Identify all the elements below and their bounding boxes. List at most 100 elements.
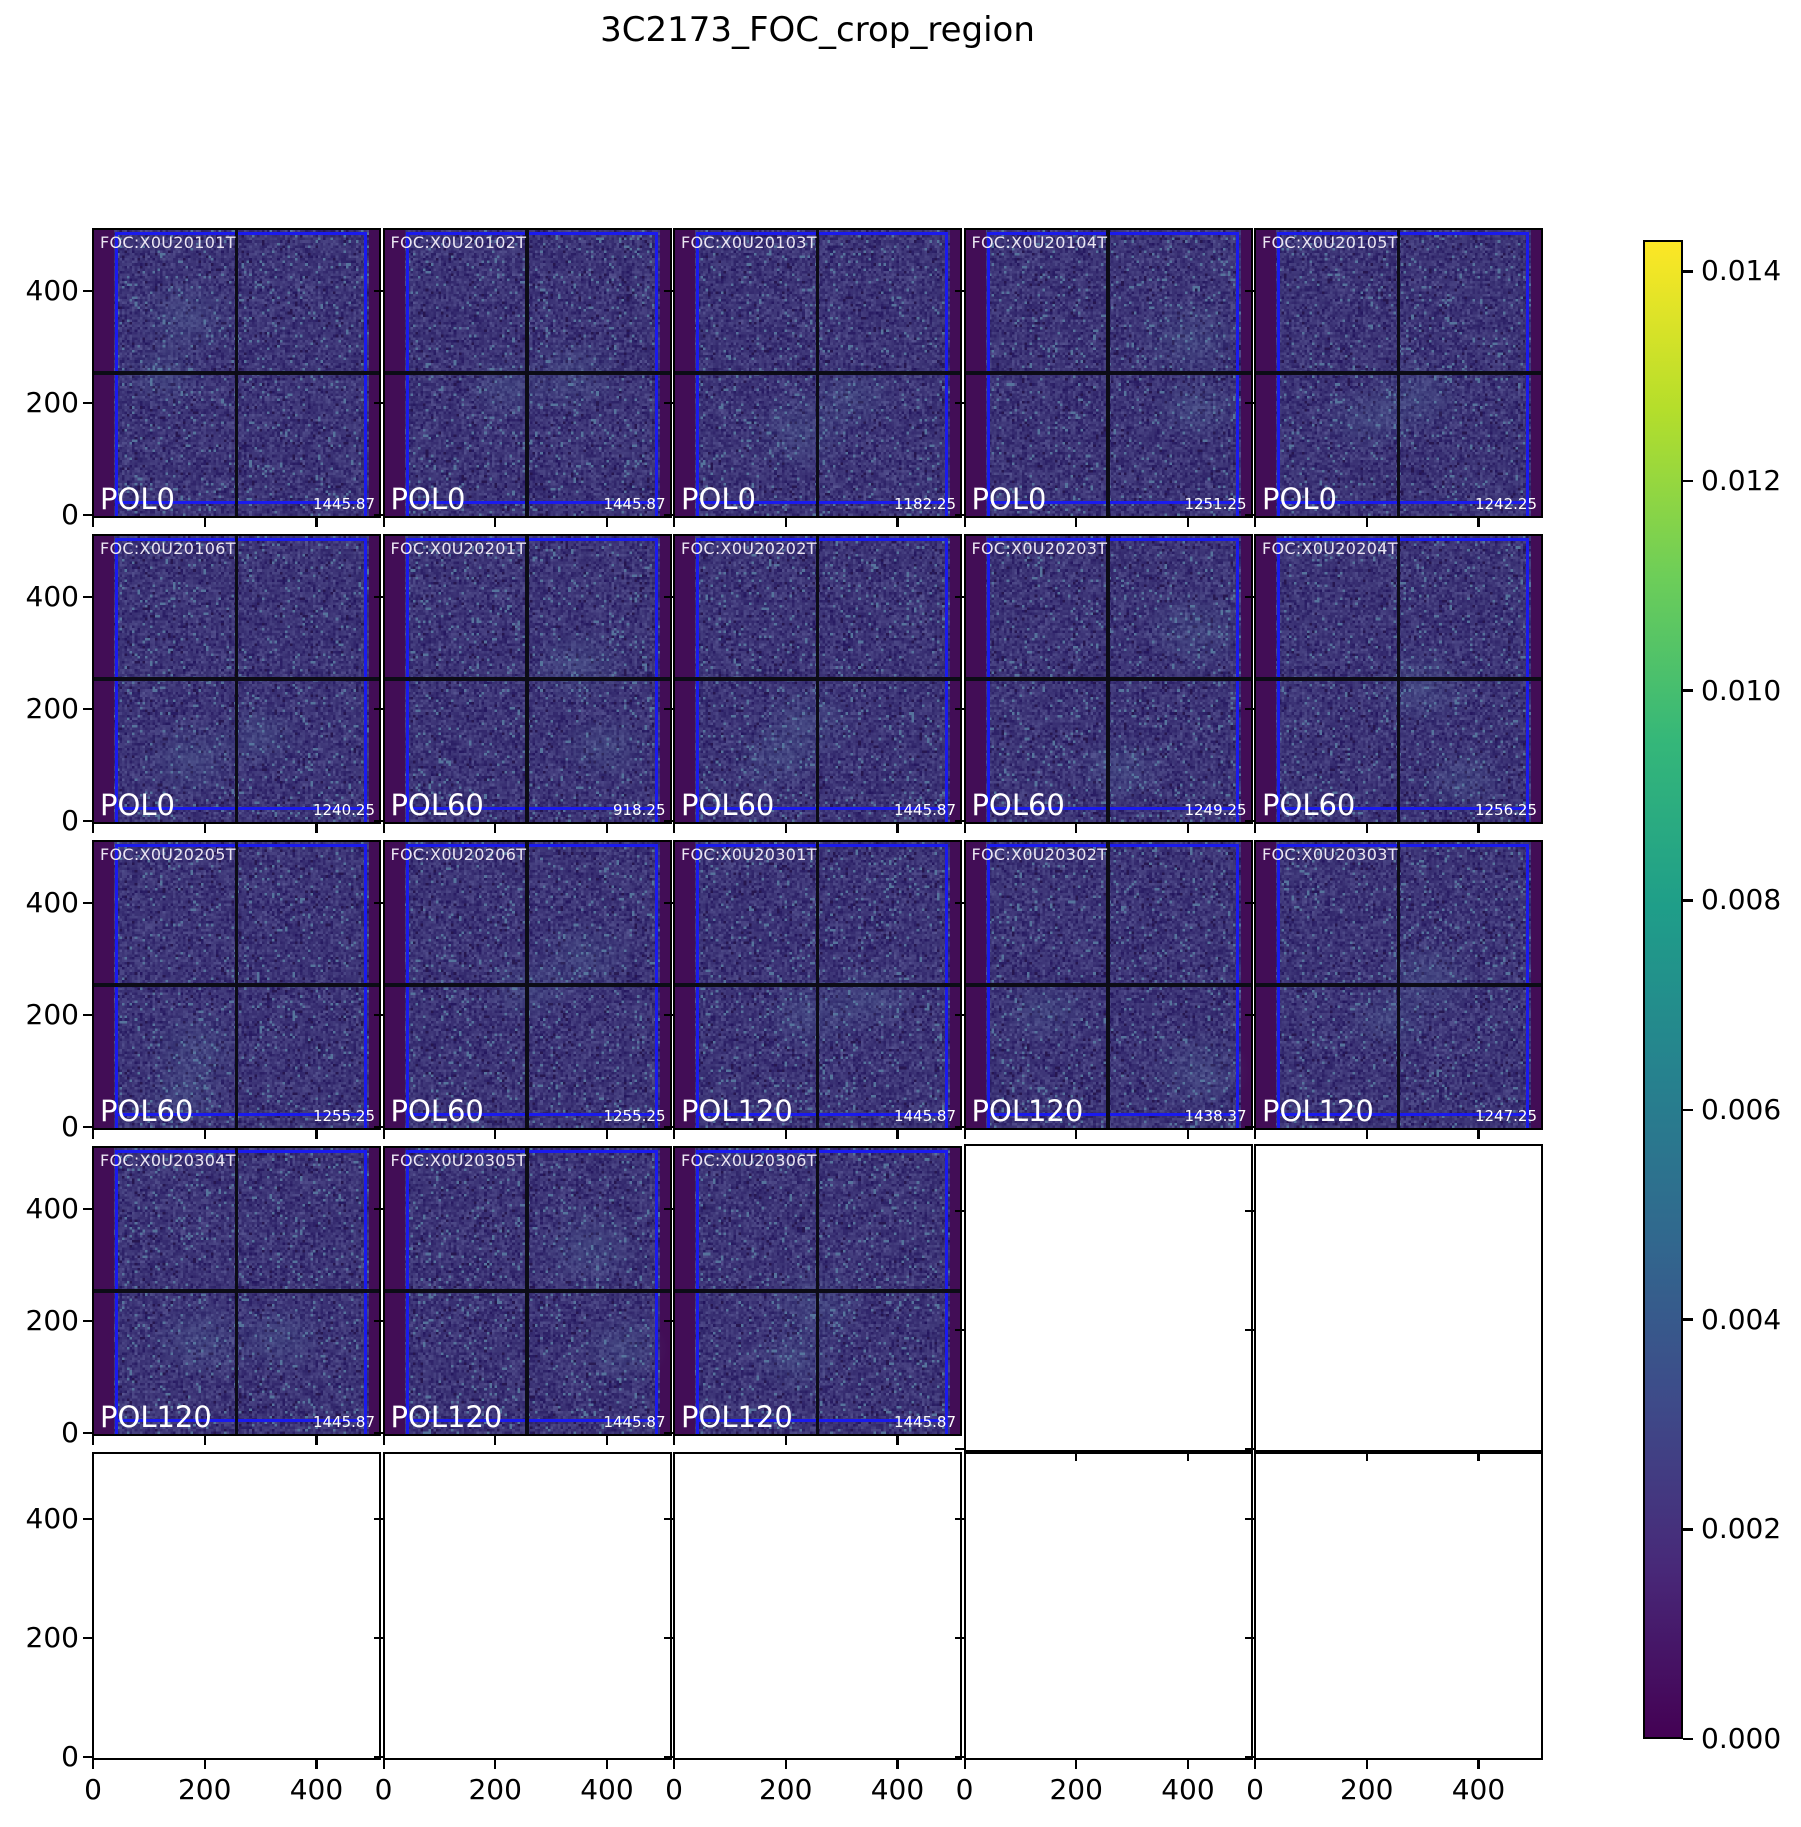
exposure-value-label: 1438.37 (1184, 1107, 1246, 1125)
foc-id-label: FOC:X0U20102T (391, 233, 527, 252)
x-tick-label: 0 (629, 1774, 719, 1806)
detector-gap-line (94, 371, 379, 375)
x-axis-tick (896, 1436, 898, 1445)
y-axis-tick (664, 596, 673, 598)
x-axis-tick (1187, 1452, 1189, 1461)
colorbar-tick (1683, 270, 1693, 273)
foc-id-label: FOC:X0U20302T (972, 845, 1108, 864)
faint-nebulosity (1322, 384, 1414, 454)
pol-angle-label: POL120 (100, 1400, 212, 1434)
foc-id-label: FOC:X0U20101T (100, 233, 236, 252)
y-axis-tick (955, 708, 964, 710)
detector-gap-line (966, 983, 1251, 987)
y-axis-tick (374, 1320, 383, 1322)
colorbar-tick (1683, 1109, 1693, 1112)
y-axis-tick (83, 596, 92, 598)
y-axis-tick (664, 708, 673, 710)
x-axis-tick (92, 1130, 94, 1139)
y-axis-tick (83, 708, 92, 710)
y-axis-tick (1245, 1637, 1254, 1639)
pol-angle-label: POL60 (1262, 788, 1355, 822)
faint-nebulosity (557, 712, 649, 782)
exposure-value-label: 1445.87 (894, 1413, 956, 1431)
exposure-value-label: 1249.25 (1184, 801, 1246, 819)
faint-nebulosity (825, 964, 917, 1034)
y-axis-tick (374, 290, 383, 292)
x-axis-tick (1254, 1452, 1256, 1461)
image-panel: FOC:X0U20103T POL0 1182.25 (673, 228, 962, 518)
detector-gap-line (1256, 677, 1541, 681)
faint-nebulosity (233, 1303, 325, 1373)
y-axis-tick (83, 1637, 92, 1639)
y-axis-tick (1245, 514, 1254, 516)
exposure-value-label: 1247.25 (1475, 1107, 1537, 1125)
foc-id-label: FOC:X0U20304T (100, 1151, 236, 1170)
x-axis-tick (1477, 518, 1479, 527)
x-axis-tick (92, 824, 94, 833)
x-tick-label: 400 (1433, 1774, 1523, 1806)
x-axis-tick (315, 1130, 317, 1139)
detector-gap-line (675, 1289, 960, 1293)
x-axis-tick (315, 1760, 317, 1769)
y-tick-label: 200 (0, 1000, 79, 1030)
faint-nebulosity (213, 701, 305, 771)
y-axis-tick (955, 402, 964, 404)
x-axis-tick (315, 518, 317, 527)
x-axis-tick (964, 1760, 966, 1769)
y-tick-label: 400 (0, 582, 79, 612)
x-axis-tick (1254, 824, 1256, 833)
pol-angle-label: POL120 (681, 1400, 793, 1434)
foc-id-label: FOC:X0U20103T (681, 233, 817, 252)
image-panel: FOC:X0U20202T POL60 1445.87 (673, 534, 962, 824)
y-tick-label: 0 (0, 1418, 79, 1448)
pol-angle-label: POL0 (1262, 482, 1337, 516)
foc-id-label: FOC:X0U20104T (972, 233, 1108, 252)
colorbar-tick (1683, 480, 1693, 483)
y-axis-tick (955, 1518, 964, 1520)
y-axis-tick (1245, 1756, 1254, 1758)
x-axis-tick (1254, 518, 1256, 527)
y-axis-tick (955, 902, 964, 904)
x-axis-tick (896, 1130, 898, 1139)
pol-angle-label: POL120 (681, 1094, 793, 1128)
image-panel: FOC:X0U20305T POL120 1445.87 (383, 1146, 672, 1436)
x-axis-tick (204, 518, 206, 527)
pol-angle-label: POL0 (100, 482, 175, 516)
pol-angle-label: POL60 (391, 788, 484, 822)
empty-panel (92, 1452, 381, 1760)
y-axis-tick (955, 514, 964, 516)
colorbar-tick-label: 0.012 (1701, 465, 1781, 497)
y-axis-tick (83, 402, 92, 404)
x-axis-tick (964, 824, 966, 833)
pol-angle-label: POL60 (972, 788, 1065, 822)
x-axis-tick (673, 1760, 675, 1769)
exposure-value-label: 1445.87 (313, 495, 375, 513)
y-axis-tick (83, 1756, 92, 1758)
foc-id-label: FOC:X0U20303T (1262, 845, 1398, 864)
y-axis-tick (83, 290, 92, 292)
x-axis-tick (383, 518, 385, 527)
pol-angle-label: POL120 (1262, 1094, 1374, 1128)
y-tick-label: 400 (0, 888, 79, 918)
x-axis-tick (494, 1436, 496, 1445)
x-axis-tick (494, 518, 496, 527)
colorbar-tick (1683, 1738, 1693, 1741)
y-axis-tick (664, 820, 673, 822)
x-axis-tick (383, 1436, 385, 1445)
x-axis-tick (1477, 1760, 1479, 1769)
y-axis-tick (955, 1329, 964, 1331)
image-panel: FOC:X0U20205T POL60 1255.25 (92, 840, 381, 1130)
y-axis-tick (374, 1637, 383, 1639)
exposure-value-label: 1256.25 (1475, 801, 1537, 819)
x-axis-tick (964, 1452, 966, 1461)
y-axis-tick (1245, 902, 1254, 904)
detector-gap-line (94, 677, 379, 681)
detector-gap-line (385, 371, 670, 375)
colorbar-tick-label: 0.000 (1701, 1723, 1781, 1755)
y-axis-tick (83, 1320, 92, 1322)
detector-gap-line (385, 1289, 670, 1293)
y-axis-tick (664, 1320, 673, 1322)
y-axis-tick (374, 514, 383, 516)
x-tick-label: 0 (339, 1774, 429, 1806)
y-axis-tick (83, 902, 92, 904)
